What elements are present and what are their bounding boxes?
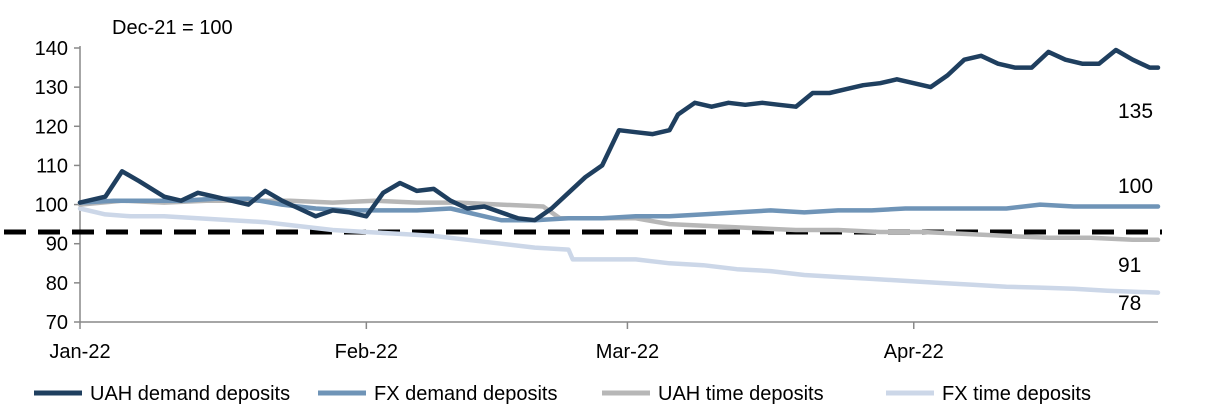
end-label: 135: [1118, 100, 1153, 123]
y-tick-label: 130: [35, 77, 68, 99]
y-tick-label: 70: [46, 312, 68, 334]
series-line-uah-demand-deposits: [77, 47, 1161, 223]
y-tick-label: 100: [35, 195, 68, 217]
end-label: 78: [1118, 292, 1141, 315]
x-tick-label: Mar-22: [596, 341, 659, 363]
legend-label: FX time deposits: [942, 383, 1091, 405]
x-tick-label: Apr-22: [884, 341, 944, 363]
legend: UAH demand deposits FX demand deposits UAH…: [34, 383, 1091, 405]
end-label: 91: [1118, 254, 1141, 277]
legend-label: UAH demand deposits: [90, 383, 290, 405]
y-tick-label: 110: [36, 155, 68, 177]
end-label: 100: [1118, 175, 1153, 198]
x-tick-label: Feb-22: [335, 341, 398, 363]
legend-label: UAH time deposits: [658, 383, 824, 405]
series-line-fx-demand-deposits: [77, 196, 1161, 223]
legend-label: FX demand deposits: [374, 383, 557, 405]
y-tick-label: 140: [35, 38, 68, 60]
x-tick-label: Jan-22: [49, 341, 110, 363]
y-tick-label: 90: [46, 234, 68, 256]
y-axis: 70 80 90 100 110 120 130 140: [35, 38, 81, 334]
y-tick-label: 120: [35, 116, 68, 138]
series-lines: [77, 47, 1161, 295]
end-labels: 135 100 91 78: [1118, 100, 1153, 315]
x-axis: Jan-22 Feb-22 Mar-22 Apr-22: [49, 321, 1158, 363]
base-annotation: Dec-21 = 100: [112, 17, 233, 39]
series-line-fx-time-deposits: [77, 206, 1161, 295]
y-tick-label: 80: [46, 273, 68, 295]
